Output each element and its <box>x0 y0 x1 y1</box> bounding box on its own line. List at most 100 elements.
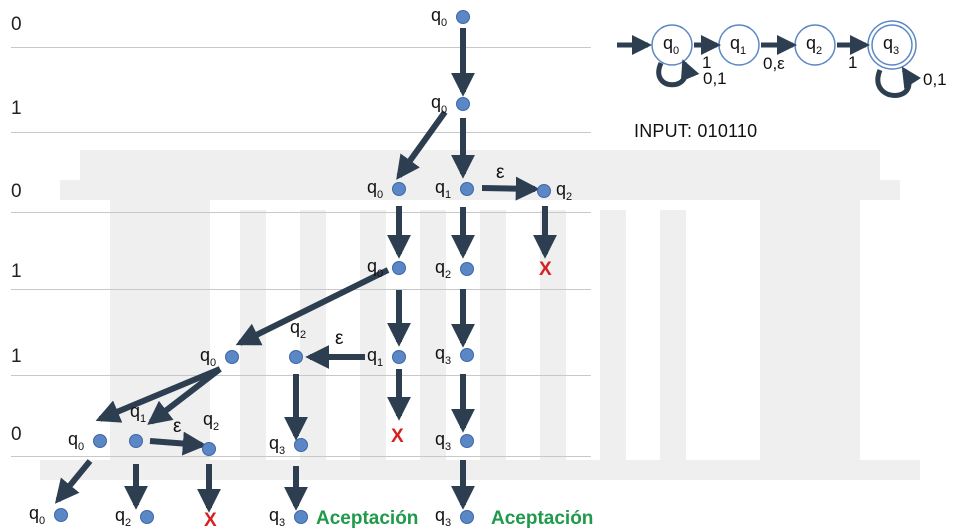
epsilon-label: ε <box>335 328 344 349</box>
tree-node-n15: q3 <box>269 433 308 457</box>
state-label: q0 <box>200 345 216 369</box>
transition-arrow <box>95 366 222 423</box>
tree-node-n8: q1 <box>367 345 406 369</box>
state-label: q1 <box>435 177 451 201</box>
state-label: q0 <box>431 5 447 29</box>
tree-node-n20: q3 <box>435 505 474 529</box>
tree-annotations: ε ε ε X X X Aceptación Aceptación <box>173 162 593 529</box>
state-label: q3 <box>435 343 451 367</box>
state-label: q0 <box>68 429 84 453</box>
state-dot <box>294 438 308 452</box>
row-symbol-2: 1 <box>11 98 22 119</box>
state-dot <box>392 261 406 275</box>
accept-label: Aceptación <box>316 508 418 529</box>
tree-node-n12: q0 <box>68 429 107 453</box>
state-label: q0 <box>29 503 45 527</box>
reject-mark: X <box>204 510 217 529</box>
transition-arrow <box>147 366 222 425</box>
state-dot <box>225 350 239 364</box>
row-separator <box>11 132 591 133</box>
transition-arrow <box>54 459 93 504</box>
row-symbol-6: 0 <box>11 424 22 445</box>
row-symbol-5: 1 <box>11 346 22 367</box>
row-separator <box>11 212 591 213</box>
tree-node-n4: q1 <box>435 177 474 201</box>
state-label: q2 <box>203 409 219 433</box>
transition-label-q0-q1: 1 <box>702 53 711 72</box>
row-symbol-4: 1 <box>11 261 22 282</box>
state-label: q3 <box>269 505 285 529</box>
tree-node-n14: q2 <box>202 409 219 456</box>
tree-node-n7: q2 <box>435 257 474 281</box>
state-label: q2 <box>115 505 131 529</box>
reject-mark: X <box>539 259 552 280</box>
transition-arrow <box>235 267 390 346</box>
row-separator <box>11 456 591 457</box>
state-label: q2 <box>290 317 306 341</box>
transition-arrow <box>396 110 448 180</box>
state-dot <box>392 350 406 364</box>
state-dot <box>456 10 470 24</box>
automaton-state-q0: q0 <box>651 24 693 66</box>
state-label: q2 <box>435 257 451 281</box>
state-dot <box>456 97 470 111</box>
tree-node-n19: q3 <box>269 505 308 529</box>
state-dot <box>460 510 474 524</box>
state-dot <box>460 262 474 276</box>
state-dot <box>294 510 308 524</box>
state-label: q3 <box>269 433 285 457</box>
epsilon-label: ε <box>173 416 182 437</box>
transition-arrow <box>149 431 207 456</box>
tree-node-n3: q0 <box>367 177 406 201</box>
state-dot <box>93 434 107 448</box>
state-dot <box>460 348 474 362</box>
transition-label-q3-q3: 0,1 <box>923 70 947 89</box>
row-symbol-3: 0 <box>11 181 22 202</box>
automaton-diagram: q0 q1 q2 q30,11 0,ε 10,1 <box>617 20 947 98</box>
tree-node-n9: q3 <box>435 343 474 367</box>
row-separator <box>11 289 591 290</box>
transition-label-q0-q0: 0,1 <box>703 69 727 88</box>
state-label: q1 <box>130 401 146 425</box>
state-dot <box>140 510 154 524</box>
state-label: q0 <box>431 92 447 116</box>
tree-node-n16: q3 <box>435 429 474 453</box>
tree-node-n1: q0 <box>431 5 470 29</box>
state-dot <box>537 184 551 198</box>
row-symbol-1: 0 <box>11 14 22 35</box>
row-separator <box>11 47 591 48</box>
transition-arrow <box>481 176 540 201</box>
state-label: q3 <box>435 429 451 453</box>
tree-node-n5: q2 <box>537 179 572 203</box>
state-label: q1 <box>367 345 383 369</box>
state-dot <box>54 508 68 522</box>
state-label: q3 <box>435 505 451 529</box>
accept-label: Aceptación <box>491 508 593 529</box>
automaton-state-q2: q2 <box>794 24 836 66</box>
row-separator <box>11 375 591 376</box>
state-dot <box>392 182 406 196</box>
transition-label-q2-q3: 1 <box>848 53 857 72</box>
tree-node-n18: q2 <box>115 505 154 529</box>
tree-node-n13: q1 <box>129 401 146 448</box>
tree-node-n17: q0 <box>29 503 68 527</box>
self-loop-q3 <box>875 66 922 98</box>
state-dot <box>202 442 216 456</box>
state-dot <box>460 434 474 448</box>
state-label: q0 <box>367 177 383 201</box>
state-dot <box>460 182 474 196</box>
state-dot <box>289 350 303 364</box>
self-loop-q0 <box>656 59 700 88</box>
tree-node-n6: q0 <box>367 256 406 280</box>
tree-node-n2: q0 <box>431 92 470 116</box>
state-label: q2 <box>556 179 572 203</box>
automaton-state-q3: q3 <box>867 20 917 70</box>
transition-label-q1-q2: 0,ε <box>763 54 785 73</box>
tree-edges <box>54 28 557 513</box>
reject-mark: X <box>391 426 404 447</box>
tree-node-n10: q0 <box>200 345 239 369</box>
epsilon-label: ε <box>496 162 505 183</box>
tree-nodes: q0 q0 q0 q1 q2 q0 q2 q1 q3 q0 q2 q0 q1 q2 q3 q3 q0 q2 q3 q3 <box>29 5 572 529</box>
state-dot <box>129 434 143 448</box>
